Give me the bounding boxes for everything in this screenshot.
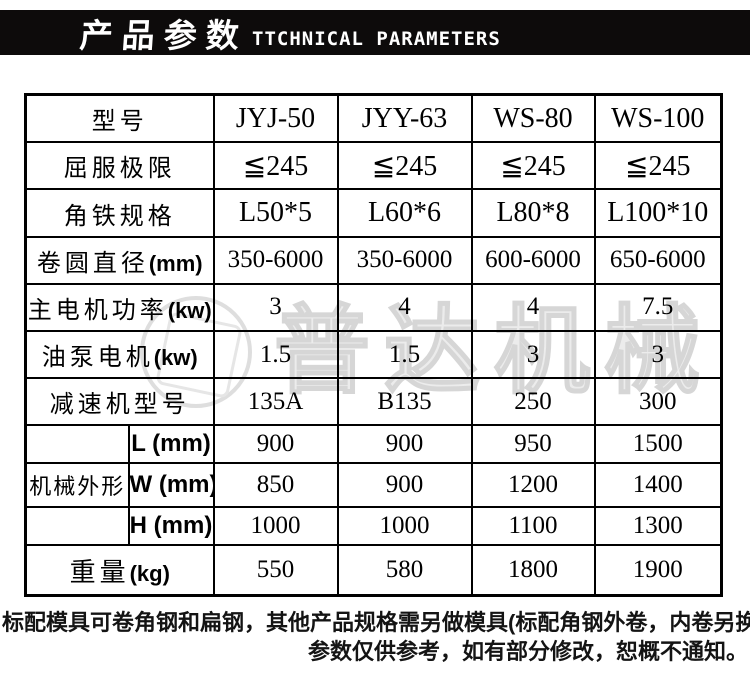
- model-cell: WS-100: [593, 93, 723, 144]
- value-cell: 900: [212, 424, 339, 465]
- outline-sublabel-W: W (mm): [127, 462, 215, 508]
- table-row-weight: 重量(kg) 550 580 1800 1900: [24, 544, 723, 597]
- model-cell: JYJ-50: [212, 93, 339, 144]
- spec-table: 型号 JYJ-50 JYY-63 WS-80 WS-100 屈服极限 ≦245 …: [24, 93, 723, 597]
- value-cell: ≦245: [336, 141, 473, 191]
- value-cell: L60*6: [336, 188, 473, 238]
- value-cell: 350-6000: [336, 235, 473, 285]
- row-label-text: 卷圆直径: [36, 250, 149, 277]
- value-cell: 1000: [212, 505, 339, 547]
- value-cell: 1900: [593, 544, 723, 597]
- table-row-angle-iron-spec: 角铁规格 L50*5 L60*6 L80*8 L100*10: [24, 188, 723, 238]
- row-label-suffix: (kg): [129, 560, 170, 586]
- value-cell: L50*5: [212, 188, 339, 238]
- footnote-mold-info: 标配模具可卷角钢和扁钢，其他产品规格需另做模具(标配角钢外卷，内卷另换模具)。: [2, 610, 750, 635]
- value-cell: 250: [470, 377, 596, 427]
- table-row-rolling-diameter: 卷圆直径(mm) 350-6000 350-6000 600-6000 650-…: [24, 235, 723, 285]
- row-label: 角铁规格: [24, 188, 215, 238]
- table-row-reducer-model: 减速机型号 135A B135 250 300: [24, 377, 723, 427]
- table-row-oil-pump-motor: 油泵电机(kw) 1.5 1.5 3 3: [24, 329, 723, 380]
- value-cell: 550: [212, 544, 339, 597]
- value-cell: 1300: [593, 505, 723, 547]
- row-label-text: 屈服极限: [63, 156, 176, 183]
- value-cell: 950: [470, 424, 596, 465]
- value-cell: 300: [593, 377, 723, 427]
- value-cell: 4: [336, 282, 473, 332]
- value-cell: ≦245: [212, 141, 339, 191]
- value-cell: 850: [212, 462, 339, 508]
- value-cell: 1.5: [212, 329, 339, 380]
- row-label: 主电机功率(kw): [24, 282, 215, 332]
- row-label-weight: 重量(kg): [24, 544, 215, 597]
- row-label-text: 主电机功率: [27, 297, 168, 324]
- value-cell: 3: [212, 282, 339, 332]
- value-cell: L100*10: [593, 188, 723, 238]
- table-row-outline-H: H (mm) 1000 1000 1100 1300: [24, 505, 723, 547]
- value-cell: ≦245: [593, 141, 723, 191]
- model-cell: WS-80: [470, 93, 596, 144]
- footnote-disclaimer: 参数仅供参考，如有部分修改，恕概不通知。: [307, 639, 748, 664]
- value-cell: ≦245: [470, 141, 596, 191]
- model-cell: JYY-63: [336, 93, 473, 144]
- table-row-outline-L: L (mm) 900 900 950 1500: [24, 424, 723, 465]
- row-label: 油泵电机(kw): [24, 329, 215, 380]
- value-cell: 1200: [470, 462, 596, 508]
- table-row-yield-limit: 屈服极限 ≦245 ≦245 ≦245 ≦245: [24, 141, 723, 191]
- value-cell: L80*8: [470, 188, 596, 238]
- outline-spacer-cell: [24, 505, 130, 547]
- value-cell: 3: [593, 329, 723, 380]
- value-cell: 1500: [593, 424, 723, 465]
- row-label-text: 重量: [69, 557, 130, 587]
- outline-spacer-cell: [24, 424, 130, 465]
- value-cell: 650-6000: [593, 235, 723, 285]
- value-cell: 1100: [470, 505, 596, 547]
- table-row-main-motor-power: 主电机功率(kw) 3 4 4 7.5: [24, 282, 723, 332]
- row-label-text: 油泵电机: [41, 345, 154, 371]
- value-cell: 350-6000: [212, 235, 339, 285]
- value-cell: 600-6000: [470, 235, 596, 285]
- row-label-suffix: (kw): [167, 297, 212, 323]
- value-cell: 1800: [470, 544, 596, 597]
- value-cell: 1400: [593, 462, 723, 508]
- value-cell: 900: [336, 424, 473, 465]
- page-title-cn: 产品参数: [78, 16, 250, 54]
- value-cell: 900: [336, 462, 473, 508]
- row-label-suffix: (kw): [153, 345, 198, 370]
- value-cell: 135A: [212, 377, 339, 427]
- row-label-text: 角铁规格: [63, 203, 176, 230]
- outline-group-label: 机械外形: [24, 462, 130, 508]
- outline-sublabel-L: L (mm): [127, 424, 215, 465]
- row-label: 减速机型号: [24, 377, 215, 427]
- page-title-en: TTCHNICAL PARAMETERS: [252, 27, 501, 50]
- value-cell: 4: [470, 282, 596, 332]
- value-cell: 1.5: [336, 329, 473, 380]
- header-bar: 产品参数 TTCHNICAL PARAMETERS: [0, 10, 750, 55]
- value-cell: 3: [470, 329, 596, 380]
- row-label-suffix: (mm): [148, 250, 203, 276]
- table-row-outline-W: 机械外形 W (mm) 850 900 1200 1400: [24, 462, 723, 508]
- outline-sublabel-H: H (mm): [127, 505, 215, 547]
- value-cell: B135: [336, 377, 473, 427]
- table-row-model: 型号 JYJ-50 JYY-63 WS-80 WS-100: [24, 93, 723, 144]
- value-cell: 580: [336, 544, 473, 597]
- value-cell: 1000: [336, 505, 473, 547]
- row-label-text: 减速机型号: [49, 392, 190, 419]
- row-label: 屈服极限: [24, 141, 215, 191]
- row-label-model: 型号: [24, 93, 215, 144]
- row-label: 卷圆直径(mm): [24, 235, 215, 285]
- value-cell: 7.5: [593, 282, 723, 332]
